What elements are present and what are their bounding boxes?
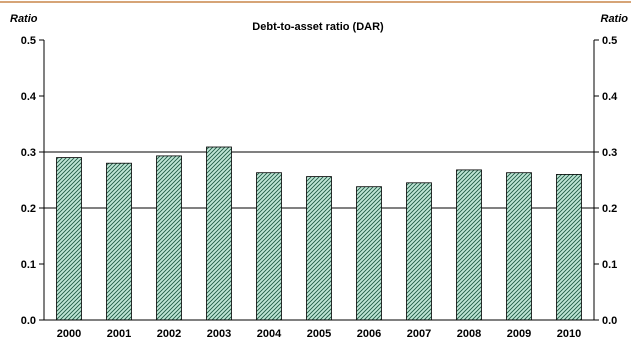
left-tick-label: 0.0 bbox=[21, 315, 36, 327]
x-tick-label-2005: 2005 bbox=[307, 328, 331, 340]
left-tick-label: 0.3 bbox=[21, 147, 36, 159]
right-tick-label: 0.4 bbox=[602, 91, 618, 103]
left-tick-label: 0.1 bbox=[21, 259, 36, 271]
left-tick-label: 0.4 bbox=[21, 91, 37, 103]
right-tick-labels: 0.0 0.1 0.2 0.3 0.4 0.5 bbox=[602, 35, 618, 327]
x-tick-label-2010: 2010 bbox=[557, 328, 581, 340]
right-tick-label: 0.2 bbox=[602, 203, 617, 215]
bar-2005 bbox=[306, 176, 332, 321]
x-tick-label-2007: 2007 bbox=[407, 328, 431, 340]
x-tick-label-2002: 2002 bbox=[157, 328, 181, 340]
bar-2004 bbox=[256, 172, 282, 321]
right-tick-label: 0.1 bbox=[602, 259, 617, 271]
left-tick-label: 0.5 bbox=[21, 35, 36, 47]
bars-group bbox=[56, 146, 582, 321]
bar-2010 bbox=[556, 173, 582, 321]
right-tick-label: 0.5 bbox=[602, 35, 617, 47]
bar-2006 bbox=[356, 186, 382, 321]
x-tick-label-2009: 2009 bbox=[507, 328, 531, 340]
x-tick-label-2000: 2000 bbox=[57, 328, 81, 340]
right-tick-label: 0.0 bbox=[602, 315, 617, 327]
axes-group bbox=[39, 39, 599, 321]
bar-2003 bbox=[206, 146, 232, 321]
y-axis-label-right: Ratio bbox=[601, 13, 629, 25]
x-tick-label-2001: 2001 bbox=[107, 328, 131, 340]
bar-2007 bbox=[406, 182, 432, 321]
x-tick-label-2004: 2004 bbox=[257, 328, 282, 340]
left-tick-labels: 0.0 0.1 0.2 0.3 0.4 0.5 bbox=[21, 35, 37, 327]
x-tick-label-2003: 2003 bbox=[207, 328, 231, 340]
bar-2000 bbox=[56, 157, 82, 321]
bar-2009 bbox=[506, 172, 532, 321]
bar-2001 bbox=[106, 162, 132, 321]
bar-2002 bbox=[156, 155, 182, 321]
chart-title: Debt-to-asset ratio (DAR) bbox=[252, 21, 384, 33]
x-tick-label-2008: 2008 bbox=[457, 328, 481, 340]
x-tick-labels: 2000 2001 2002 2003 2004 2005 2006 2007 2008 2009… bbox=[57, 328, 581, 340]
bar-2008 bbox=[456, 169, 482, 321]
x-tick-label-2006: 2006 bbox=[357, 328, 381, 340]
right-tick-label: 0.3 bbox=[602, 147, 617, 159]
y-axis-label-left: Ratio bbox=[10, 13, 38, 25]
left-tick-label: 0.2 bbox=[21, 203, 36, 215]
